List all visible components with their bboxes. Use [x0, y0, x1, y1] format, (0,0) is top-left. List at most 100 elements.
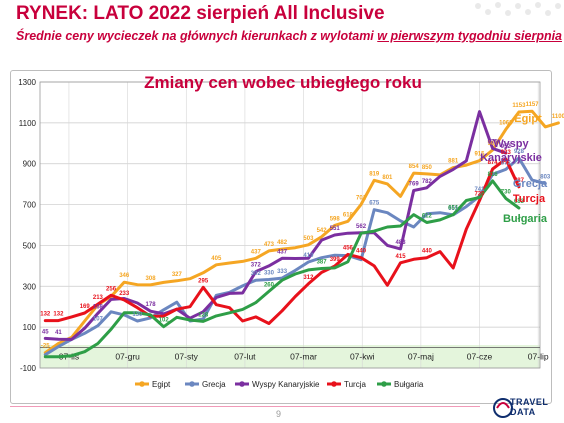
data-label-wyspy-kanaryjskie: 975: [488, 139, 499, 145]
series-end-label: Bułgaria: [503, 213, 548, 225]
x-tick-label: 07-sty: [175, 352, 199, 362]
legend-label: Bułgaria: [394, 380, 424, 389]
data-label-grecja: 107: [93, 317, 104, 323]
data-label-egipt: 881: [448, 159, 459, 165]
series-end-label: Egipt: [514, 113, 542, 125]
data-label-grecja: 675: [369, 201, 380, 207]
data-label-grecja: 333: [277, 269, 288, 275]
series-line-bu-garia: [43, 179, 521, 359]
series-line-grecja: [43, 156, 547, 357]
page-title: RYNEK: LATO 2022 sierpień All Inclusive: [16, 3, 385, 24]
y-tick-label: 700: [23, 201, 37, 210]
y-tick-label: -100: [20, 364, 37, 373]
data-label-wyspy-kanaryjskie: 551: [330, 226, 341, 232]
series-end-label: Grecja: [513, 178, 548, 190]
data-label-wyspy-kanaryjskie: 45: [42, 329, 49, 335]
data-label-egipt: 598: [330, 216, 341, 222]
data-label-egipt: 405: [211, 256, 222, 262]
data-label-egipt: 1157: [526, 102, 540, 108]
data-label-egipt: 801: [382, 175, 393, 181]
data-label-turcja: 787: [514, 178, 525, 184]
x-tick-label: 07-maj: [408, 352, 434, 362]
logo-text-travel: TRAVEL: [510, 397, 549, 407]
data-label-grecja: 655: [448, 206, 459, 212]
data-label-grecja: 872: [501, 160, 512, 166]
data-label-bu-garia: 612: [422, 214, 433, 220]
legend-marker: [381, 381, 387, 387]
page-subtitle: Średnie ceny wycieczek na głównych kieru…: [16, 29, 562, 43]
data-label-turcja: 440: [422, 249, 433, 255]
data-label-egipt: 701: [356, 195, 367, 201]
data-label-egipt: 1068: [499, 120, 513, 126]
y-tick-label: 300: [23, 282, 37, 291]
data-label-wyspy-kanaryjskie: 782: [422, 179, 433, 185]
page-number: 9: [276, 409, 282, 419]
legend-label: Egipt: [152, 380, 171, 389]
data-label-bu-garia: 651: [448, 206, 459, 212]
data-label-bu-garia: 128: [198, 312, 209, 318]
data-label-bu-garia: 816: [488, 172, 499, 178]
series-end-label: Wyspy: [493, 138, 529, 150]
data-label-turcja: 256: [106, 286, 117, 292]
series-end-label: Turcja: [513, 193, 546, 205]
data-label-egipt: 437: [251, 249, 262, 255]
data-label-turcja: 923: [501, 150, 512, 156]
data-label-turcja: 874: [488, 160, 499, 166]
series-end-labels: Egipt Grecja Turcja Bułgaria Wyspy Kanaryjski…: [480, 113, 548, 225]
data-label-egipt: 473: [264, 242, 275, 248]
data-label-egipt: 542: [317, 228, 328, 234]
data-label-turcja: 440: [356, 249, 367, 255]
data-label-egipt: 308: [146, 276, 157, 282]
legend-label: Wyspy Kanaryjskie: [252, 380, 320, 389]
subtitle-text: Średnie ceny wycieczek na głównych kieru…: [16, 29, 378, 43]
x-tick-label: 07-kwi: [350, 352, 375, 362]
data-label-egipt: 819: [369, 171, 380, 177]
legend-marker: [139, 381, 145, 387]
series-line-egipt: [43, 109, 560, 355]
series-lines: [43, 109, 560, 359]
data-label-wyspy-kanaryjskie: 769: [409, 181, 420, 187]
data-label-egipt: 1100: [552, 114, 564, 120]
data-label-bu-garia: 260: [264, 282, 275, 288]
chart-legend: Egipt Grecja Wyspy Kanaryjskie Turcja Bułgar…: [135, 380, 424, 389]
data-label-turcja: 415: [396, 254, 407, 260]
data-label-wyspy-kanaryjskie: 178: [146, 302, 157, 308]
chart-title: Zmiany cen wobec ubiegłego roku: [144, 73, 422, 92]
x-tick-label: 07-lip: [528, 352, 549, 362]
data-label-grecja: 928: [514, 149, 525, 155]
legend-label: Turcja: [344, 380, 366, 389]
series-end-label: Kanaryjskie: [480, 152, 542, 164]
data-label-bu-garia: 387: [317, 260, 328, 266]
logo-text-data: DATA: [510, 407, 536, 417]
plot-border: [39, 81, 541, 369]
data-label-wyspy-kanaryjskie: 952: [501, 144, 512, 150]
data-label-turcja: 720: [474, 191, 485, 197]
data-label-grecja: 803: [540, 175, 551, 181]
data-label-turcja: 132: [40, 312, 51, 318]
footer-rule: [10, 406, 480, 407]
data-label-turcja: 132: [53, 312, 64, 318]
legend-label: Grecja: [202, 380, 226, 389]
subtitle-underlined: w pierwszym tygodniu sierpnia: [377, 29, 563, 43]
data-label-grecja: 302: [251, 271, 262, 277]
y-tick-label: 500: [23, 241, 37, 250]
data-label-wyspy-kanaryjskie: 437: [277, 249, 288, 255]
data-label-wyspy-kanaryjskie: 372: [251, 263, 262, 269]
data-label-turcja: 233: [119, 291, 130, 297]
data-label-turcja: 295: [198, 278, 209, 284]
data-label-wyspy-kanaryjskie: 168: [93, 304, 104, 310]
travel-data-logo: [493, 398, 513, 418]
data-label-bu-garia: 102: [159, 318, 170, 324]
x-tick-label: 07-lut: [234, 352, 256, 362]
data-label-egipt: 915: [474, 152, 485, 158]
data-label-wyspy-kanaryjskie: 41: [55, 330, 62, 336]
data-label-egipt: 854: [409, 164, 420, 170]
data-label-bu-garia: 730: [501, 189, 512, 195]
data-label-grecja: 419: [303, 253, 314, 259]
legend-marker: [189, 381, 195, 387]
series-line-turcja: [43, 157, 521, 325]
data-label-turcja: 456: [343, 245, 354, 251]
y-tick-label: 100: [23, 323, 37, 332]
